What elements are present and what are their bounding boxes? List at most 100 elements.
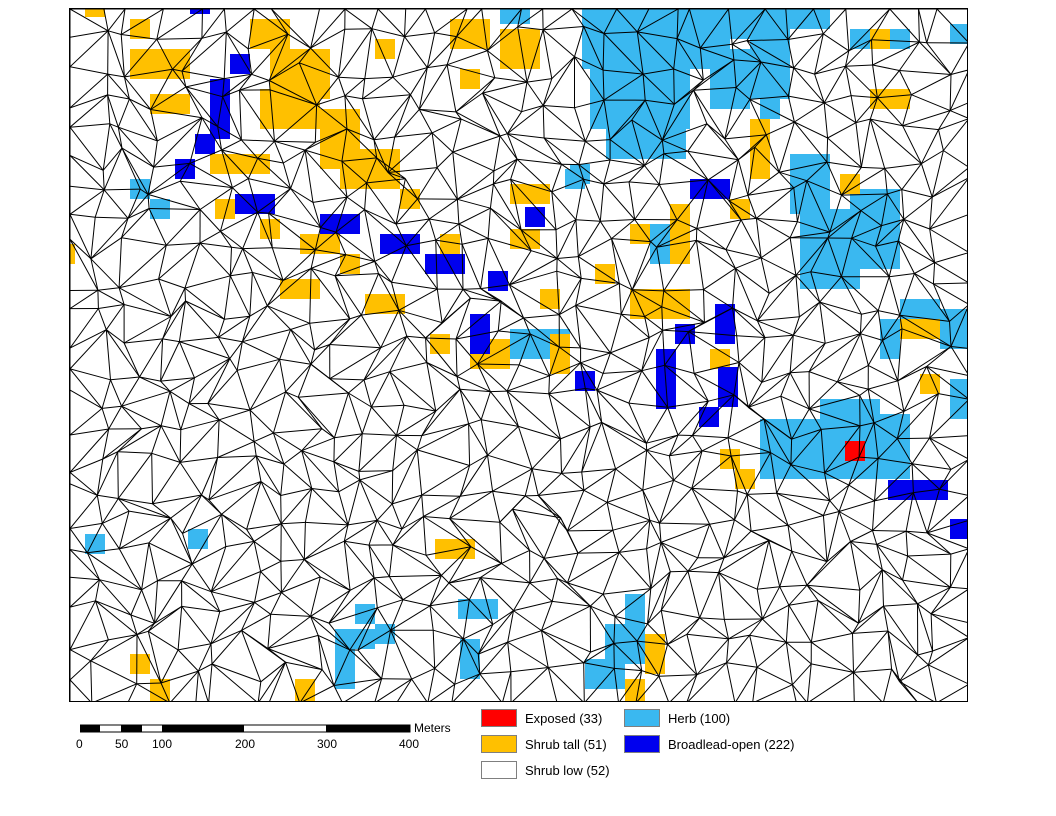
mesh-edge bbox=[543, 105, 575, 109]
mesh-edge bbox=[691, 435, 703, 452]
mesh-edge bbox=[551, 191, 557, 230]
mesh-edge bbox=[735, 61, 762, 88]
mesh-edge bbox=[701, 437, 729, 452]
mesh-edge bbox=[647, 588, 652, 624]
mesh-edge bbox=[902, 125, 922, 164]
mesh-edge bbox=[603, 31, 638, 34]
mesh-edge bbox=[549, 346, 560, 376]
mesh-edge bbox=[757, 586, 780, 590]
mesh-edge bbox=[141, 425, 162, 430]
mesh-edge bbox=[731, 452, 771, 457]
mesh-edge bbox=[762, 604, 790, 620]
mesh-edge bbox=[344, 95, 375, 141]
mesh-edge bbox=[898, 654, 919, 682]
mesh-edge bbox=[687, 571, 701, 619]
mesh-edge bbox=[402, 574, 442, 601]
mesh-edge bbox=[780, 372, 791, 397]
mesh-edge bbox=[310, 589, 351, 617]
mesh-edge bbox=[877, 310, 884, 341]
mesh-edge bbox=[109, 123, 123, 149]
mesh-edge bbox=[667, 407, 679, 436]
mesh-edge bbox=[823, 102, 857, 124]
mesh-edge bbox=[791, 550, 808, 586]
cell-broadlead-open bbox=[380, 234, 420, 254]
mesh-edge bbox=[523, 317, 531, 335]
mesh-edge bbox=[641, 670, 660, 677]
mesh-edge bbox=[121, 218, 129, 238]
cell-shrub-tall bbox=[670, 204, 690, 264]
mesh-edge bbox=[808, 333, 861, 373]
mesh-edge bbox=[493, 178, 511, 185]
mesh-edge bbox=[103, 9, 109, 31]
mesh-edge bbox=[531, 250, 558, 259]
mesh-edge bbox=[282, 267, 312, 281]
mesh-edge bbox=[584, 140, 611, 161]
mesh-edge bbox=[341, 128, 348, 162]
mesh-edge bbox=[756, 217, 798, 223]
mesh-edge bbox=[70, 472, 98, 496]
mesh-edge bbox=[646, 520, 651, 549]
mesh-edge bbox=[518, 425, 561, 440]
mesh-edge bbox=[266, 305, 291, 330]
mesh-edge bbox=[172, 68, 187, 88]
mesh-edge bbox=[611, 238, 633, 290]
mesh-edge bbox=[422, 516, 427, 556]
mesh-edge bbox=[341, 161, 348, 198]
mesh-edge bbox=[446, 64, 495, 79]
mesh-edge bbox=[708, 394, 735, 402]
mesh-edge bbox=[575, 219, 579, 257]
mesh-edge bbox=[877, 97, 903, 127]
mesh-edge bbox=[776, 493, 789, 526]
mesh-edge bbox=[872, 64, 900, 71]
vegetation-cells bbox=[70, 9, 967, 701]
mesh-edge bbox=[728, 159, 739, 201]
mesh-edge bbox=[389, 574, 442, 578]
mesh-edge bbox=[333, 433, 363, 463]
mesh-edge bbox=[738, 362, 749, 408]
mesh-edge bbox=[920, 163, 933, 198]
mesh-edge bbox=[520, 229, 532, 251]
mesh-edge bbox=[950, 459, 967, 470]
mesh-edge bbox=[509, 270, 557, 286]
mesh-edge bbox=[929, 400, 967, 439]
mesh-edge bbox=[860, 210, 882, 227]
mesh-edge bbox=[482, 77, 496, 94]
mesh-edge bbox=[686, 617, 700, 635]
mesh-edge bbox=[377, 599, 404, 609]
mesh-edge bbox=[395, 218, 430, 225]
map-canvas[interactable] bbox=[70, 9, 968, 702]
mesh-edge bbox=[609, 314, 622, 354]
mesh-edge bbox=[876, 530, 907, 545]
mesh-edge bbox=[118, 237, 122, 288]
mesh-edge bbox=[735, 267, 770, 294]
mesh-edge bbox=[333, 461, 340, 492]
mesh-edge bbox=[102, 170, 105, 190]
mesh-edge bbox=[247, 178, 259, 213]
mesh-edge bbox=[195, 671, 199, 701]
mesh-edge bbox=[547, 667, 558, 701]
mesh-edge bbox=[938, 393, 967, 400]
mesh-edge bbox=[575, 179, 584, 220]
mesh-edge bbox=[548, 393, 591, 428]
mesh-edge bbox=[130, 614, 138, 635]
mesh-edge bbox=[734, 268, 758, 321]
mesh-edge bbox=[253, 540, 282, 562]
vegetation-map[interactable] bbox=[69, 8, 968, 702]
mesh-edge bbox=[641, 330, 664, 371]
mesh-edge bbox=[242, 329, 291, 343]
mesh-edge bbox=[487, 455, 494, 492]
mesh-edge bbox=[819, 301, 862, 315]
mesh-edge bbox=[790, 231, 830, 239]
mesh-edge bbox=[149, 208, 201, 210]
cell-shrub-tall bbox=[870, 29, 890, 49]
mesh-edge bbox=[279, 358, 311, 365]
mesh-edge bbox=[668, 455, 675, 481]
mesh-edge bbox=[376, 520, 394, 546]
mesh-edge bbox=[613, 640, 638, 644]
mesh-edge bbox=[746, 9, 766, 41]
mesh-edge bbox=[267, 634, 319, 649]
mesh-edge bbox=[388, 544, 394, 577]
cell-shrub-tall bbox=[460, 69, 480, 89]
cell-shrub-tall bbox=[210, 154, 270, 174]
mesh-edge bbox=[211, 571, 261, 593]
